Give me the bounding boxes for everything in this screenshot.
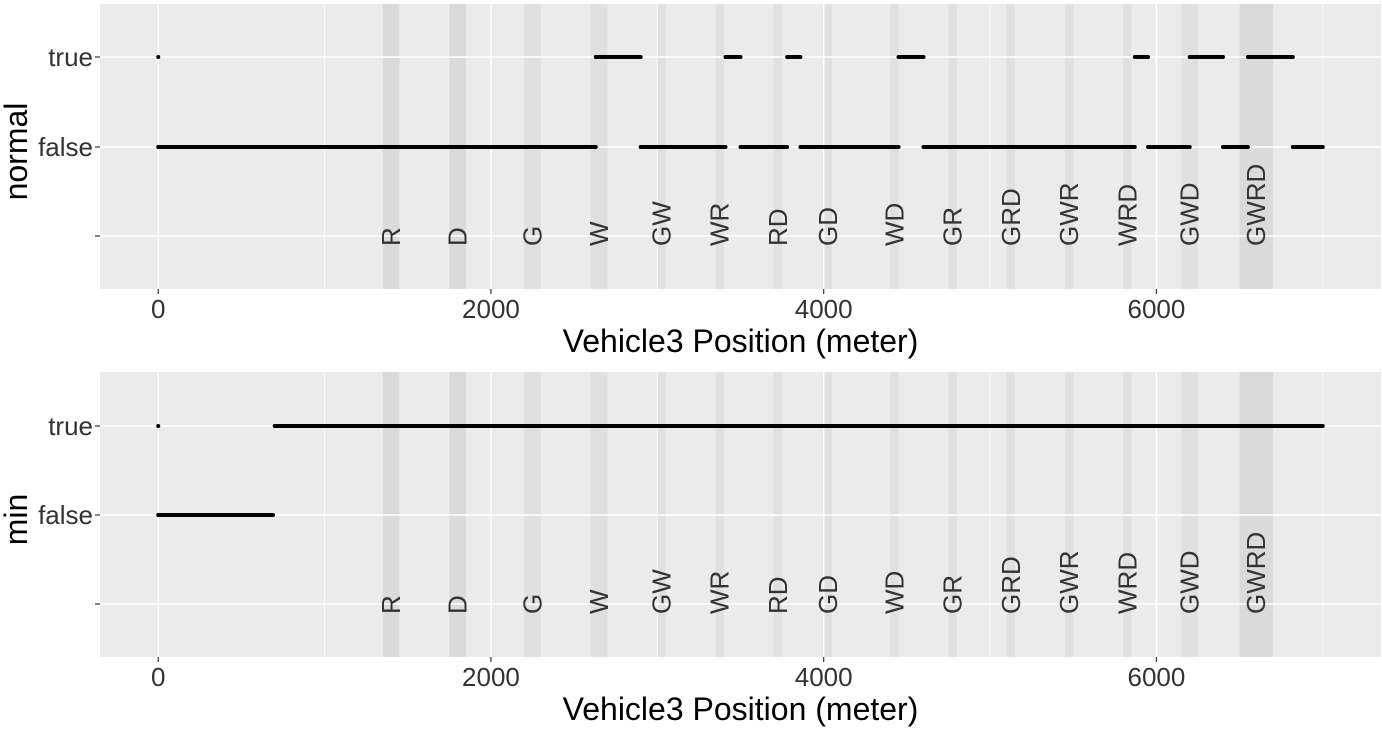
zone-label: RD xyxy=(763,576,793,614)
zone-label: GWR xyxy=(1054,550,1084,614)
zone-label: R xyxy=(376,595,406,614)
x-tick-label: 2000 xyxy=(462,662,520,692)
zone-label: D xyxy=(443,227,473,246)
zone-label: WRD xyxy=(1112,184,1142,246)
y-tick-label: false xyxy=(38,132,93,162)
x-tick-label: 6000 xyxy=(1127,662,1185,692)
zone-label: GRD xyxy=(996,556,1026,614)
data-point xyxy=(156,424,161,428)
zone-label: GR xyxy=(938,575,968,614)
y-axis-title: normal xyxy=(0,103,34,201)
zone-label: G xyxy=(518,594,548,614)
x-tick-label: 0 xyxy=(151,662,165,692)
zone-label: WR xyxy=(705,203,735,246)
x-tick-label: 2000 xyxy=(462,294,520,324)
zone-label: GWR xyxy=(1054,182,1084,246)
x-axis-title: Vehicle3 Position (meter) xyxy=(563,691,919,727)
x-axis-title: Vehicle3 Position (meter) xyxy=(563,323,919,359)
zone-label: WD xyxy=(879,571,909,614)
x-tick-label: 4000 xyxy=(795,294,853,324)
zone-label: GRD xyxy=(996,188,1026,246)
zone-label: GWRD xyxy=(1241,532,1271,614)
zone-label: W xyxy=(584,221,614,246)
zone-label: W xyxy=(584,589,614,614)
zone-label: GW xyxy=(646,569,676,614)
zone-label: RD xyxy=(763,208,793,246)
zone-label: D xyxy=(443,595,473,614)
y-tick-label: true xyxy=(48,42,93,72)
y-axis-title: min xyxy=(0,494,34,546)
zone-label: GW xyxy=(646,201,676,246)
zone-label: R xyxy=(376,227,406,246)
x-tick-label: 4000 xyxy=(795,662,853,692)
zone-label: WR xyxy=(705,571,735,614)
y-tick-label: false xyxy=(38,500,93,530)
zone-label: GD xyxy=(813,575,843,614)
zone-label: WRD xyxy=(1112,552,1142,614)
zone-label: WD xyxy=(879,203,909,246)
zone-label: GWD xyxy=(1175,182,1205,246)
y-tick-label: true xyxy=(48,411,93,441)
zone-label: GWD xyxy=(1175,550,1205,614)
zone-label: G xyxy=(518,226,548,246)
zone-label: GD xyxy=(813,207,843,246)
x-tick-label: 0 xyxy=(151,294,165,324)
zone-label: GWRD xyxy=(1241,164,1271,246)
zone-label: GR xyxy=(938,207,968,246)
data-point xyxy=(156,55,161,59)
x-tick-label: 6000 xyxy=(1127,294,1185,324)
